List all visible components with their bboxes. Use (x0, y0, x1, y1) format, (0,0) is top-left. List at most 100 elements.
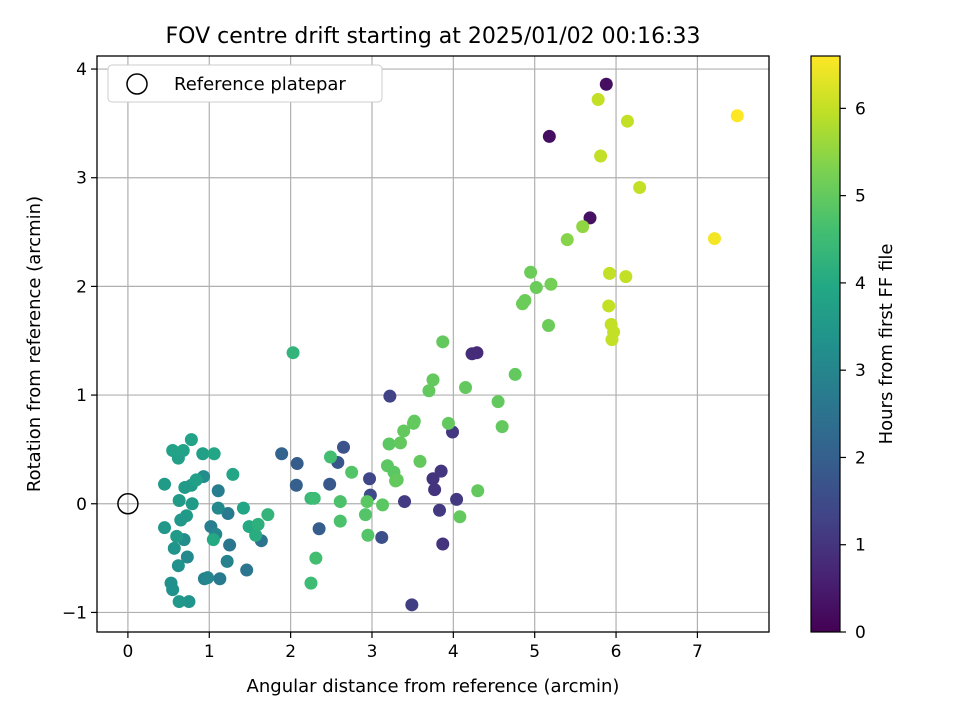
colorbar-tick-label: 5 (855, 187, 866, 207)
data-point (184, 433, 198, 447)
x-tick-label: 3 (367, 642, 378, 662)
plot-area (96, 55, 770, 633)
data-point (508, 367, 522, 381)
data-point (398, 495, 412, 509)
legend-box (107, 64, 383, 103)
data-point (171, 559, 185, 573)
data-point (201, 571, 215, 585)
data-point (261, 508, 275, 522)
data-point (389, 474, 403, 488)
data-points (158, 77, 744, 612)
data-point (633, 181, 647, 195)
data-point (249, 528, 263, 542)
data-point (164, 576, 178, 590)
data-point (441, 416, 455, 430)
data-point (393, 436, 407, 450)
data-point (223, 538, 237, 552)
data-point (382, 437, 396, 451)
data-point (220, 554, 234, 568)
y-tick-label: 3 (76, 169, 87, 189)
data-point (730, 109, 744, 123)
data-point (337, 440, 351, 454)
data-point (426, 472, 440, 486)
data-point (436, 537, 450, 551)
data-point (518, 294, 532, 308)
data-point (290, 457, 304, 471)
data-point (363, 472, 377, 486)
data-point (459, 380, 473, 394)
data-point (602, 299, 616, 313)
data-point (170, 529, 184, 543)
data-point (450, 492, 464, 506)
data-point (465, 347, 479, 361)
data-point (323, 477, 337, 491)
data-point (174, 513, 188, 527)
y-tick-label: 1 (76, 386, 87, 406)
x-axis-ticks: 0 1 2 3 4 5 6 7 (123, 632, 703, 662)
plot-background (97, 56, 769, 632)
colorbar-tick-label: 2 (855, 448, 866, 468)
y-tick-label: 2 (76, 277, 87, 297)
data-point (524, 265, 538, 279)
data-point (560, 233, 574, 247)
grid-lines (97, 56, 769, 632)
colorbar-tick-label: 6 (855, 99, 866, 119)
data-point (542, 319, 556, 333)
chart-title: FOV centre drift starting at 2025/01/02 … (166, 24, 701, 49)
data-point (397, 424, 411, 438)
data-point (605, 333, 619, 347)
x-tick-label: 4 (448, 642, 459, 662)
y-axis-label: Rotation from reference (arcmin) (24, 196, 45, 492)
colorbar-label: Hours from first FF file (876, 244, 897, 445)
data-point (196, 447, 210, 461)
data-point (206, 533, 220, 547)
x-axis-label: Angular distance from reference (arcmin) (247, 676, 620, 697)
data-point (453, 510, 467, 524)
data-point (221, 507, 235, 521)
data-point (211, 501, 225, 515)
data-point (178, 480, 192, 494)
data-point (333, 495, 347, 509)
colorbar-gradient (810, 55, 841, 633)
reference-platepar-marker (117, 493, 139, 515)
data-point (172, 493, 186, 507)
data-point (166, 444, 180, 458)
data-point (345, 465, 359, 479)
data-point (180, 550, 194, 564)
data-point (360, 495, 374, 509)
data-point (434, 464, 448, 478)
data-point (620, 114, 634, 128)
data-point (275, 447, 289, 461)
data-point (375, 530, 389, 544)
data-point (495, 420, 509, 434)
data-point (312, 522, 326, 536)
data-point (413, 454, 427, 468)
data-point (240, 563, 254, 577)
data-point (358, 508, 372, 522)
y-axis-ticks: −1 0 1 2 3 4 (62, 60, 97, 623)
data-point (544, 277, 558, 291)
plot-frame (96, 55, 770, 633)
legend-entry-reference-platepar: Reference platepar (174, 74, 346, 95)
data-point (428, 483, 442, 497)
x-tick-label: 0 (123, 642, 134, 662)
colorbar-tick-label: 3 (855, 361, 866, 381)
data-point (405, 598, 419, 612)
colorbar-tick-label: 0 (855, 623, 866, 643)
data-point (189, 473, 203, 487)
data-point (185, 497, 199, 511)
data-point (433, 503, 447, 517)
data-point (304, 576, 318, 590)
data-point (491, 395, 505, 409)
data-point (309, 551, 323, 565)
data-point (594, 149, 608, 163)
colorbar: 0 1 2 3 4 5 6 Hours from first FF file (810, 55, 897, 643)
colorbar-tick-label: 4 (855, 274, 866, 294)
data-point (422, 384, 436, 398)
data-point (603, 266, 617, 280)
data-point (707, 232, 721, 246)
legend-open-circle-marker (126, 73, 148, 95)
data-point (307, 491, 321, 505)
y-tick-label: −1 (62, 603, 87, 623)
